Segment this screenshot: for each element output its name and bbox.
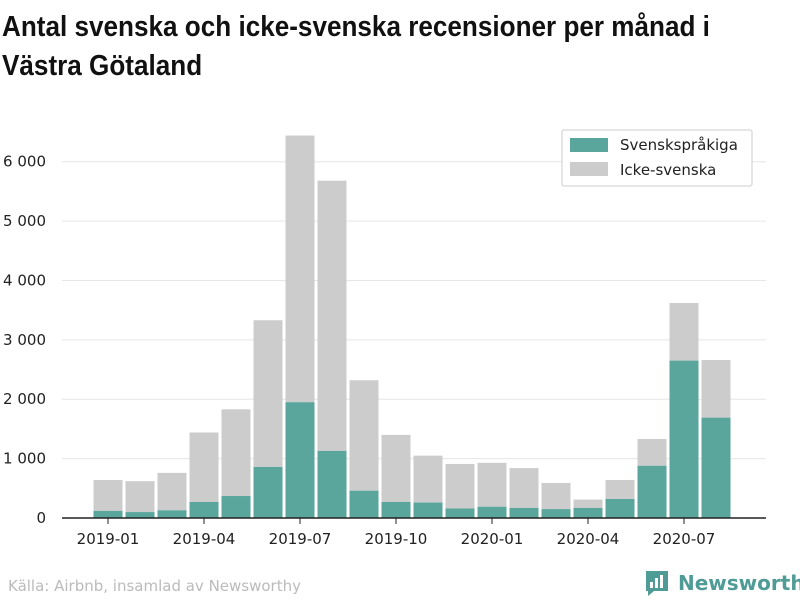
bar-swedish	[93, 510, 123, 518]
gridlines	[62, 161, 766, 460]
legend-box	[561, 129, 753, 187]
bar-non-swedish	[349, 380, 379, 491]
y-axis-ticks: 0 1 000 2 000 3 000 4 000 5 000 6 000	[3, 153, 46, 527]
bar-swedish	[221, 496, 251, 518]
bar-swedish	[317, 450, 347, 518]
x-tick-label: 2020-04	[557, 530, 620, 548]
bar-swedish	[669, 360, 699, 518]
legend-label-non-swedish: Icke-svenska	[620, 161, 716, 179]
bar-swedish	[413, 502, 443, 518]
bar-swedish	[573, 507, 603, 518]
bar-non-swedish	[605, 479, 635, 499]
x-tick-label: 2019-01	[77, 530, 140, 548]
x-tick-label: 2019-10	[365, 530, 428, 548]
bar-swedish	[189, 501, 219, 518]
legend: Svenskspråkiga Icke-svenska	[561, 129, 753, 187]
y-tick-label: 0	[36, 509, 46, 527]
bar-non-swedish	[221, 409, 251, 497]
bar-non-swedish	[637, 439, 667, 466]
bar-non-swedish	[509, 468, 539, 508]
bar-non-swedish	[285, 135, 315, 403]
bar-swedish	[445, 508, 475, 518]
bar-swedish	[381, 501, 411, 518]
bar-non-swedish	[701, 360, 731, 418]
bar-swedish	[701, 417, 731, 518]
chart-title: Antal svenska och icke-svenska recension…	[2, 11, 710, 82]
bar-non-swedish	[573, 499, 603, 508]
bar-non-swedish	[157, 472, 187, 511]
bar-swedish	[349, 490, 379, 518]
bar-swedish	[637, 465, 667, 518]
bar-swedish	[605, 498, 635, 518]
x-tick-label: 2020-07	[653, 530, 716, 548]
y-tick-label: 2 000	[3, 390, 46, 408]
legend-label-swedish: Svenskspråkiga	[620, 136, 738, 154]
source-note: Källa: Airbnb, insamlad av Newsworthy	[8, 577, 301, 595]
bar-swedish	[125, 512, 155, 518]
bar-non-swedish	[445, 463, 475, 509]
x-tick-label: 2019-04	[173, 530, 236, 548]
x-axis-ticks: 2019-01 2019-04 2019-07 2019-10 2020-01 2020-…	[77, 518, 716, 548]
bar-non-swedish	[541, 482, 571, 510]
bar-non-swedish	[317, 180, 347, 451]
y-tick-label: 3 000	[3, 331, 46, 349]
bar-non-swedish	[253, 320, 283, 467]
bar-swedish	[157, 510, 187, 518]
legend-swatch-swedish	[570, 138, 608, 152]
bar-non-swedish	[189, 432, 219, 502]
bar-non-swedish	[381, 434, 411, 502]
bar-non-swedish	[669, 303, 699, 361]
bar-chart-logo-icon	[646, 571, 668, 596]
y-tick-label: 4 000	[3, 271, 46, 289]
y-tick-label: 5 000	[3, 212, 46, 230]
bar-swedish	[253, 466, 283, 518]
x-tick-label: 2020-01	[461, 530, 524, 548]
brand-name: Newsworthy	[678, 571, 800, 595]
bar-non-swedish	[413, 455, 443, 503]
y-tick-label: 1 000	[3, 450, 46, 468]
brand-logo: Newsworthy	[644, 566, 800, 600]
bar-swedish	[509, 507, 539, 518]
bar-non-swedish	[93, 479, 123, 511]
x-tick-label: 2019-07	[269, 530, 332, 548]
legend-swatch-non-swedish	[570, 162, 608, 176]
bar-swedish	[541, 509, 571, 518]
bar-non-swedish	[477, 462, 507, 507]
bar-swedish	[477, 506, 507, 518]
bars	[93, 135, 731, 518]
y-tick-label: 6 000	[3, 153, 46, 171]
bar-non-swedish	[125, 481, 155, 513]
bar-swedish	[285, 402, 315, 518]
